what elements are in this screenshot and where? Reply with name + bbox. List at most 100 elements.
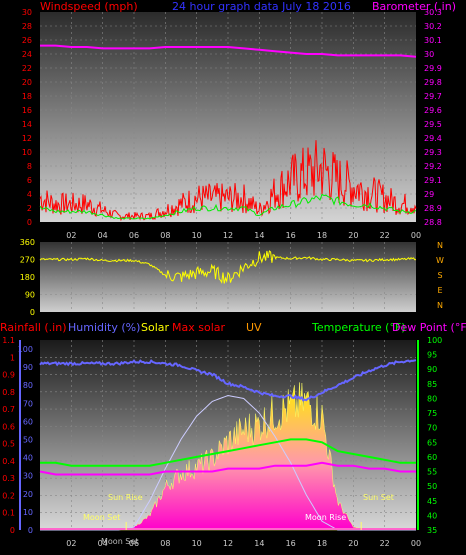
dewpoint-header: Dew Point (°F): [392, 321, 466, 334]
windspeed-tick-label: 10: [22, 148, 32, 157]
time-tick-label: 04: [98, 539, 108, 548]
windspeed-tick-label: 6: [27, 176, 32, 185]
temperature-tick-label: 65: [427, 438, 437, 447]
barometer-tick-label: 29.6: [424, 106, 442, 115]
windspeed-average-line: [39, 193, 417, 220]
direction-tick-label: 270: [20, 256, 35, 265]
rain-tick-label: 0.4: [2, 457, 15, 466]
chart-series: [39, 44, 417, 531]
moon-rise-label: Moon Rise: [305, 513, 346, 522]
temperature-line: [40, 438, 416, 467]
direction-tick-label: 180: [20, 273, 35, 282]
time-tick-label: 14: [254, 539, 264, 548]
windspeed-tick-label: 16: [22, 106, 32, 115]
compass-label: S: [437, 271, 442, 280]
barometer-tick-label: 29.3: [424, 148, 442, 157]
windspeed-tick-label: 26: [22, 36, 32, 45]
rain-tick-label: 0: [10, 526, 15, 535]
rain-tick-label: 0.1: [2, 509, 15, 518]
barometer-tick-label: 30.2: [424, 22, 442, 31]
temperature-header: Temperature (°F): [311, 321, 406, 334]
humidity-tick-label: 10: [23, 508, 33, 517]
temperature-tick-label: 50: [427, 482, 437, 491]
time-tick-label: 20: [348, 539, 358, 548]
time-tick-label: 06: [129, 539, 139, 548]
uv-header: UV: [246, 321, 262, 334]
humidity-line: [39, 359, 417, 402]
windspeed-tick-label: 30: [22, 8, 32, 17]
windspeed-tick-label: 20: [22, 78, 32, 87]
compass-label: N: [437, 301, 443, 310]
time-tick-label: 12: [223, 231, 233, 240]
time-tick-label: 16: [286, 231, 296, 240]
barometer-tick-label: 28.8: [424, 218, 442, 227]
time-tick-label: 04: [98, 231, 108, 240]
time-tick-label: 22: [380, 539, 390, 548]
chart-annotations: Sun Rise Sun Set Moon Set Moon Rise Moon…: [83, 493, 394, 546]
time-tick-label: 14: [254, 231, 264, 240]
barometer-tick-label: 28.9: [424, 204, 442, 213]
sun-rise-label: Sun Rise: [108, 493, 143, 502]
temperature-tick-label: 90: [427, 365, 437, 374]
barometer-axis-label: Barometer (.in): [372, 0, 456, 13]
barometer-tick-label: 29.8: [424, 78, 442, 87]
time-tick-label: 16: [286, 539, 296, 548]
humidity-tick-label: 50: [23, 436, 33, 445]
rain-tick-label: 0.5: [2, 440, 15, 449]
time-tick-label: 00: [411, 231, 421, 240]
moon-set-label: Moon Set: [83, 513, 120, 522]
wind-direction-line: [39, 250, 417, 284]
humidity-tick-label: 0: [28, 526, 33, 535]
temperature-tick-label: 40: [427, 511, 437, 520]
axis-ticks: 02468101214161820222426283028.828.92929.…: [2, 8, 444, 548]
humidity-tick-label: 80: [23, 381, 33, 390]
dewpoint-line: [39, 461, 416, 476]
windspeed-tick-label: 2: [27, 204, 32, 213]
time-tick-label: 18: [317, 539, 327, 548]
time-tick-label: 02: [66, 231, 76, 240]
windspeed-tick-label: 24: [22, 50, 32, 59]
temperature-tick-label: 60: [427, 453, 437, 462]
barometer-tick-label: 29.4: [424, 134, 442, 143]
direction-tick-label: 0: [30, 308, 35, 317]
windspeed-tick-label: 0: [27, 218, 32, 227]
temperature-tick-label: 80: [427, 394, 437, 403]
time-tick-label: 02: [66, 539, 76, 548]
time-tick-label: 20: [348, 231, 358, 240]
barometer-tick-label: 29.1: [424, 176, 442, 185]
humidity-tick-label: 40: [23, 454, 33, 463]
rain-tick-label: 0.2: [2, 491, 15, 500]
temperature-tick-label: 45: [427, 497, 437, 506]
wind-grid: [40, 12, 416, 222]
barometer-tick-label: 30: [424, 50, 434, 59]
rain-tick-label: 0.8: [2, 388, 15, 397]
humidity-tick-label: 100: [18, 345, 33, 354]
barometer-tick-label: 29.7: [424, 92, 442, 101]
windspeed-tick-label: 28: [22, 22, 32, 31]
temperature-tick-label: 85: [427, 380, 437, 389]
temperature-tick-label: 35: [427, 526, 437, 535]
windspeed-tick-label: 4: [27, 190, 32, 199]
direction-grid: [40, 242, 416, 312]
barometer-line: [40, 44, 417, 58]
direction-tick-label: 90: [25, 291, 35, 300]
compass-label: N: [437, 241, 443, 250]
page-title: 24 hour graph data July 18 2016: [172, 0, 351, 13]
rain-tick-label: 0.6: [2, 422, 15, 431]
compass-label: E: [437, 286, 442, 295]
temperature-tick-label: 55: [427, 468, 437, 477]
rain-tick-label: 0.3: [2, 474, 15, 483]
time-tick-label: 12: [223, 539, 233, 548]
temperature-tick-label: 75: [427, 409, 437, 418]
sun-set-label: Sun Set: [363, 493, 394, 502]
humidity-tick-label: 90: [23, 363, 33, 372]
rain-tick-label: 0.7: [2, 405, 15, 414]
time-tick-label: 18: [317, 231, 327, 240]
humidity-tick-label: 70: [23, 399, 33, 408]
humidity-tick-label: 60: [23, 417, 33, 426]
time-tick-label: 00: [411, 539, 421, 548]
barometer-tick-label: 29: [424, 190, 434, 199]
windspeed-tick-label: 8: [27, 162, 32, 171]
moon-set-axis-label: Moon Set: [101, 537, 138, 546]
